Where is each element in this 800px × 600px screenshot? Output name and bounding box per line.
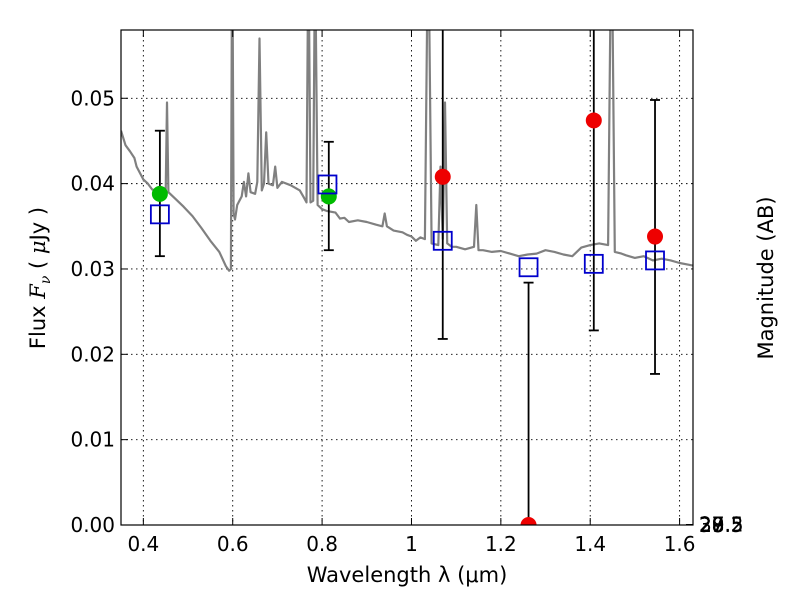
y2-tick-label: 27.5 <box>699 513 744 537</box>
x-tick-label: 1.4 <box>574 532 606 556</box>
y-tick-label: 0.00 <box>70 513 115 537</box>
x-tick-label: 0.8 <box>306 532 338 556</box>
model-flux-square <box>149 204 170 225</box>
model-flux-square <box>317 174 338 195</box>
y-tick-label: 0.04 <box>70 172 115 196</box>
y-tick-label: 0.01 <box>70 428 115 452</box>
axis-ticks: 0.4 0.6 0.8 1 1.2 1.4 1.6 0.00 0.01 0.02 0.03 0.04 0… <box>70 30 744 556</box>
x-tick-label: 0.4 <box>127 532 159 556</box>
y-tick-label: 0.05 <box>70 86 115 110</box>
y-tick-label: 0.02 <box>70 342 115 366</box>
photometry-point <box>520 517 537 525</box>
plot-frame <box>120 29 694 526</box>
x-tick-label: 1.6 <box>664 532 696 556</box>
y2-axis-label: Magnitude (AB) <box>754 196 778 359</box>
model-flux-square <box>432 230 453 251</box>
y2-tick-label: 27 <box>699 513 724 537</box>
y-axis-label: Flux Fν ( μJy ) <box>26 207 54 349</box>
x-tick-label: 1.2 <box>485 532 517 556</box>
y2-tick-label: 28 <box>699 513 724 537</box>
y2-tick-label: 27.2 <box>699 513 744 537</box>
x-tick-label: 1 <box>405 532 418 556</box>
y-tick-label: 0.03 <box>70 257 115 281</box>
photometry-point <box>647 228 664 245</box>
x-axis-label: Wavelength λ (μm) <box>307 563 508 587</box>
photometry-point <box>434 168 451 185</box>
photometry-point <box>585 112 602 129</box>
y2-tick-label: 28.5 <box>699 513 744 537</box>
photometry-point <box>151 185 168 202</box>
y2-tick-label: 29 <box>699 513 724 537</box>
data-layer <box>121 30 693 525</box>
photometry-point <box>320 188 337 205</box>
model-flux-square <box>583 253 604 274</box>
model-flux-square <box>518 257 539 278</box>
plot-area <box>121 30 693 525</box>
y2-tick-label: 30 <box>699 513 724 537</box>
model-spectrum-line <box>121 30 693 272</box>
x-tick-label: 0.6 <box>217 532 249 556</box>
model-flux-square <box>645 250 665 271</box>
